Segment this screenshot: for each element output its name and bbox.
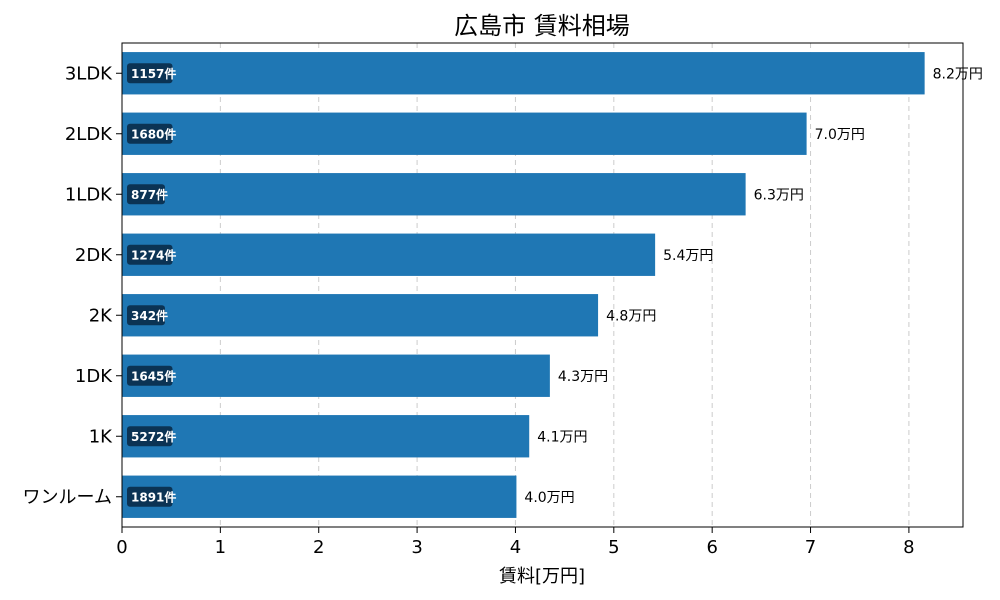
count-badge [127, 365, 173, 386]
count-label: 342件 [131, 308, 168, 323]
category-label: ワンルーム [23, 487, 112, 508]
count-badge [127, 305, 165, 326]
x-tick-label: 1 [215, 537, 226, 558]
count-badge [127, 63, 173, 84]
value-label: 7.0万円 [815, 127, 865, 143]
value-label: 4.8万円 [606, 308, 656, 324]
x-tick-label: 0 [116, 537, 127, 558]
value-label: 4.3万円 [558, 369, 608, 385]
x-axis-label: 賃料[万円] [499, 566, 585, 587]
category-label: 2LDK [65, 124, 113, 145]
count-badge [127, 123, 173, 144]
category-label: 1LDK [65, 184, 113, 205]
count-label: 877件 [131, 187, 168, 202]
value-label: 4.1万円 [537, 429, 587, 445]
bar [122, 475, 517, 518]
category-label: 1DK [75, 366, 113, 387]
x-tick-label: 2 [313, 537, 324, 558]
x-tick-label: 8 [903, 537, 914, 558]
count-label: 1157件 [131, 66, 176, 81]
value-label: 8.2万円 [933, 66, 983, 82]
count-badge [127, 486, 173, 507]
bar [122, 415, 530, 458]
value-label: 4.0万円 [524, 490, 574, 506]
bar [122, 233, 656, 276]
count-label: 1680件 [131, 126, 176, 141]
count-label: 5272件 [131, 429, 176, 444]
category-label: 1K [89, 426, 113, 447]
category-label: 2DK [75, 245, 113, 266]
y-axis: 3LDK 2LDK 1LDK 2DK 2K 1DK 1K ワンルーム [23, 63, 122, 508]
count-badge [127, 244, 173, 265]
x-tick-label: 3 [411, 537, 422, 558]
bar [122, 52, 925, 95]
bar [122, 354, 550, 397]
category-label: 2K [89, 305, 113, 326]
category-label: 3LDK [65, 63, 113, 84]
bars: 8.2万円 1157件 7.0万円 1680件 6.3万円 877件 5.4万円 1274件 4… [122, 52, 983, 518]
x-tick-label: 7 [805, 537, 816, 558]
plot-frame [121, 42, 964, 528]
count-label: 1274件 [131, 247, 176, 262]
x-tick-label: 5 [608, 537, 619, 558]
bar [122, 294, 599, 337]
count-badge [127, 426, 173, 447]
count-badge [127, 184, 165, 205]
bar [122, 173, 746, 216]
value-label: 6.3万円 [754, 187, 804, 203]
chart-title: 広島市 賃料相場 [454, 12, 630, 40]
x-axis: 0 1 2 3 4 5 6 7 8 [116, 527, 915, 558]
value-label: 5.4万円 [663, 248, 713, 264]
count-label: 1891件 [131, 489, 176, 504]
count-label: 1645件 [131, 368, 176, 383]
bar [122, 112, 807, 155]
x-tick-label: 6 [706, 537, 717, 558]
x-tick-label: 4 [510, 537, 521, 558]
